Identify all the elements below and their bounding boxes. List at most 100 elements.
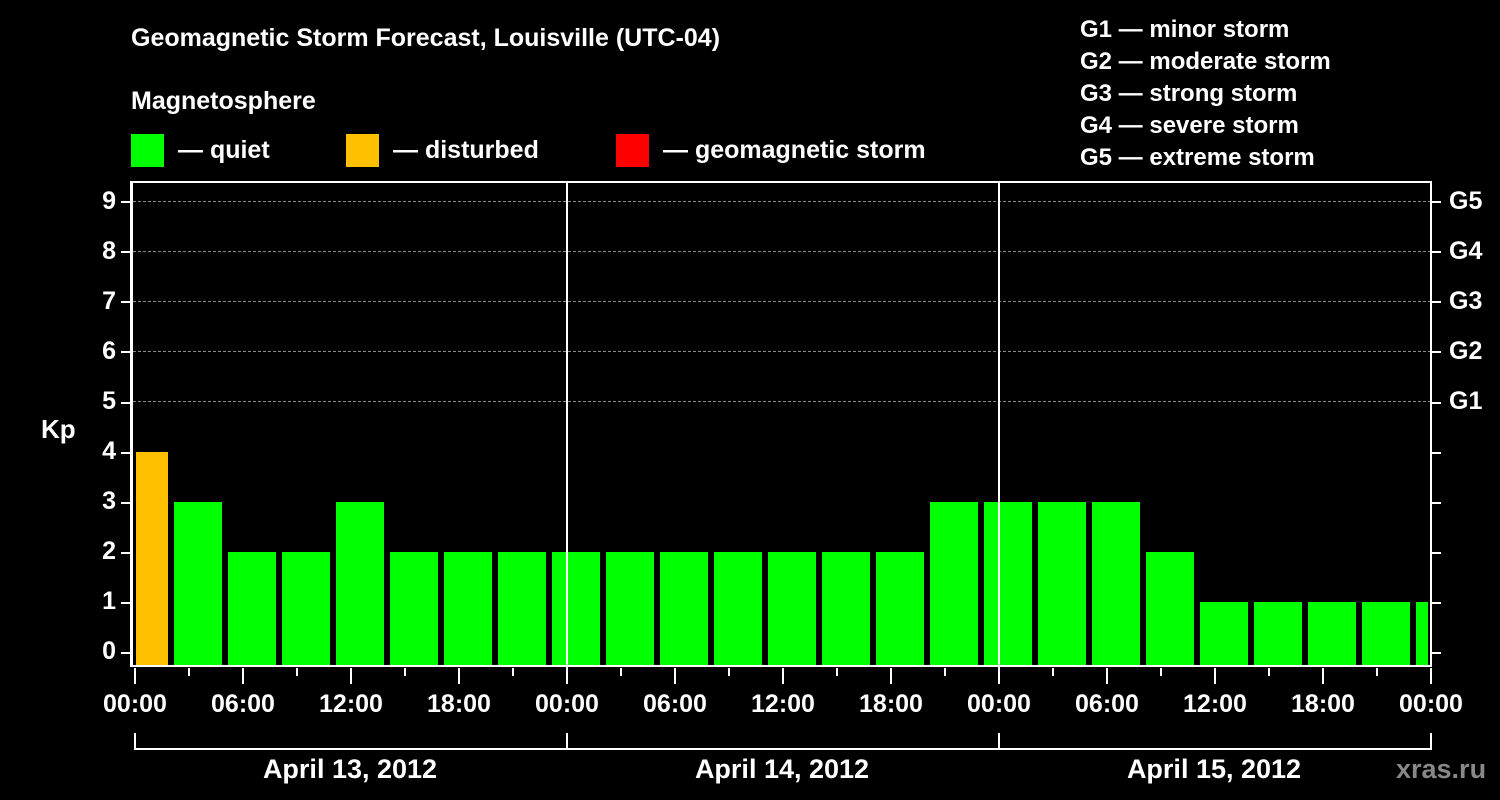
day-label: April 14, 2012 [694,754,870,784]
kp-bar [1146,551,1194,667]
y-tick-label: 0 [102,637,116,665]
y-tick [121,201,130,203]
gridline-9 [133,201,1431,202]
kp-bar [228,551,276,667]
legend-quiet-label: — quiet [178,135,270,164]
legend-disturbed: — disturbed [346,133,539,167]
y-tick-right [1432,652,1441,654]
x-tick [1322,668,1324,684]
x-tick [674,668,676,684]
day-bracket-tick [566,733,568,749]
x-tick [1214,668,1216,684]
x-tick [1106,668,1108,684]
y-tick-right [1432,402,1441,404]
kp-bar [930,501,978,667]
y-tick-label: 1 [102,587,116,615]
watermark: xras.ru [1396,754,1487,784]
x-tick [512,668,514,676]
g-tick-label: G4 [1449,237,1483,265]
legend-storm-label: — geomagnetic storm [663,135,926,164]
x-tick-label: 06:00 [211,690,275,718]
x-tick [782,668,784,684]
kp-bar [498,551,546,667]
day-separator [566,181,568,668]
kp-bar [336,501,384,667]
y-tick-right [1432,251,1441,253]
y-tick [121,652,130,654]
g-tick-label: G1 [1449,387,1483,415]
y-tick [121,351,130,353]
y-tick-right [1432,602,1441,604]
plot-area [130,181,1432,667]
kp-bar [444,551,492,667]
day-bracket-tick [1430,733,1432,749]
y-axis-label: Kp [41,414,76,444]
y-tick [121,402,130,404]
x-tick [350,668,352,684]
x-tick-label: 00:00 [103,690,167,718]
y-tick [121,602,130,604]
quiet-swatch-icon [131,133,164,167]
kp-bar [822,551,870,667]
x-tick [836,668,838,676]
g-legend-g3: G3 — strong storm [1080,80,1298,107]
gridline-5 [133,401,1431,402]
kp-bar [1254,601,1302,667]
kp-bar [1092,501,1140,667]
kp-bar [876,551,924,667]
x-tick-label: 18:00 [427,690,491,718]
storm-swatch-icon [616,133,649,167]
kp-bar [1416,601,1428,667]
y-tick [121,502,130,504]
y-tick-label: 4 [102,437,116,465]
x-tick [1052,668,1054,676]
x-tick-label: 06:00 [643,690,707,718]
kp-bar [174,501,222,667]
kp-bar [714,551,762,667]
y-tick [121,552,130,554]
y-tick-right [1432,452,1441,454]
kp-bar [282,551,330,667]
legend-disturbed-label: — disturbed [393,135,539,164]
g-tick-label: G5 [1449,187,1483,215]
x-tick [1376,668,1378,676]
x-tick [404,668,406,676]
day-bracket-tick [998,733,1000,749]
x-tick [890,668,892,684]
chart-title: Geomagnetic Storm Forecast, Louisville (… [131,24,721,52]
x-tick [1430,668,1432,684]
legend-storm: — geomagnetic storm [616,133,926,167]
gridline-7 [133,301,1431,302]
y-tick [121,251,130,253]
g-tick-label: G2 [1449,337,1483,365]
y-tick-right [1432,201,1441,203]
y-tick-label: 3 [102,487,116,515]
y-tick-label: 9 [102,187,116,215]
kp-bar [1308,601,1356,667]
kp-bar [660,551,708,667]
x-tick-label: 06:00 [1075,690,1139,718]
y-tick-right [1432,552,1441,554]
kp-bar [390,551,438,667]
y-tick-right [1432,301,1441,303]
day-bracket-tick [134,733,136,749]
day-label: April 13, 2012 [262,754,438,784]
chart-subtitle: Magnetosphere [131,87,316,115]
y-tick-right [1432,351,1441,353]
day-separator [998,181,1000,668]
x-tick-label: 12:00 [319,690,383,718]
g-legend-g4: G4 — severe storm [1080,112,1299,139]
x-tick-label: 18:00 [1291,690,1355,718]
x-tick [242,668,244,684]
x-tick [998,668,1000,684]
x-tick [620,668,622,676]
y-tick-label: 8 [102,237,116,265]
kp-bar [136,451,168,667]
y-tick-right [1432,502,1441,504]
kp-bar [1200,601,1248,667]
gridline-8 [133,251,1431,252]
x-tick [458,668,460,684]
day-bracket [134,748,1432,750]
x-tick-label: 00:00 [535,690,599,718]
x-tick [134,668,136,684]
